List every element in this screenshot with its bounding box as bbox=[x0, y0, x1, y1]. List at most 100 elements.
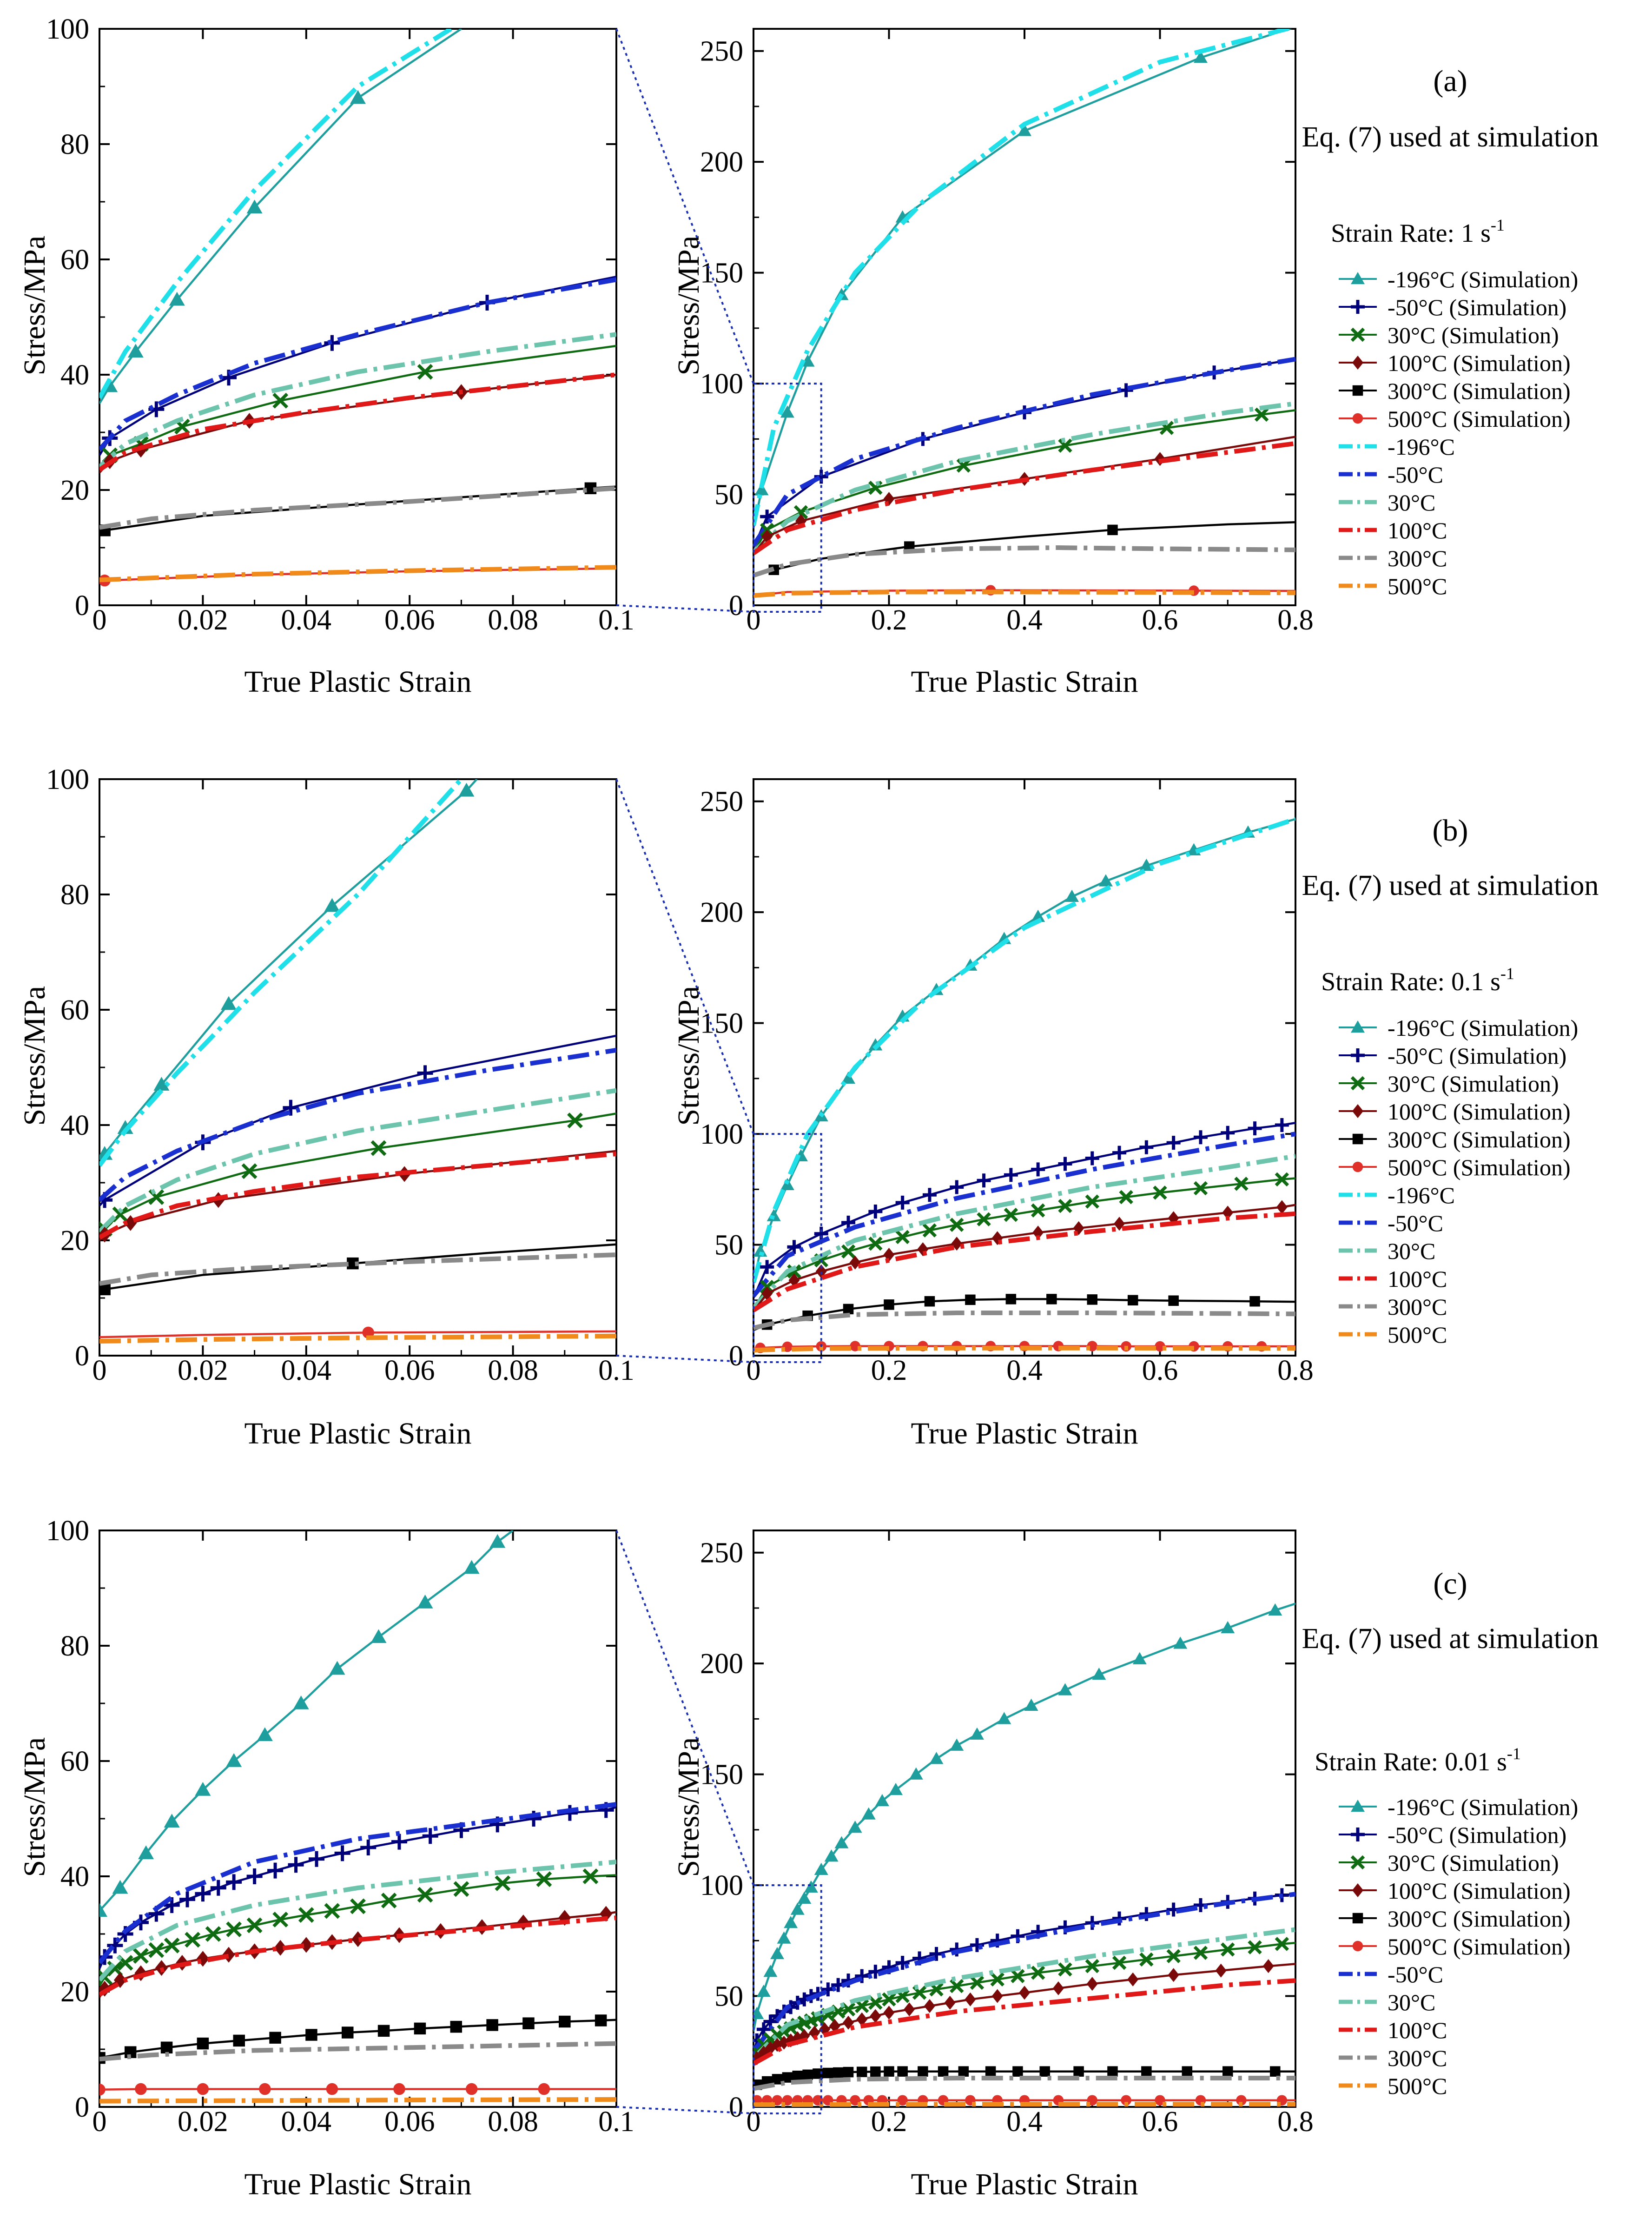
y-tick-label: 50 bbox=[714, 1230, 743, 1261]
triangle-marker bbox=[997, 1712, 1011, 1724]
diamond-marker bbox=[944, 1995, 956, 2010]
square-marker bbox=[813, 2068, 823, 2079]
legend-item: 100°C (Simulation) bbox=[1339, 350, 1571, 376]
x-tick-label: 0.06 bbox=[384, 1355, 435, 1386]
diamond-marker bbox=[761, 1286, 773, 1301]
series-line bbox=[99, 565, 616, 583]
triangle-marker bbox=[1351, 1020, 1365, 1033]
plus-marker bbox=[283, 1099, 299, 1116]
square-marker bbox=[99, 1283, 111, 1296]
x-marker bbox=[1058, 1199, 1072, 1213]
legend-item: -50°C bbox=[1339, 1210, 1443, 1236]
x-marker bbox=[1058, 1962, 1072, 1977]
legend-item: 30°C bbox=[1339, 490, 1435, 516]
legend-item: 500°C bbox=[1339, 2073, 1447, 2099]
legend-label: -196°C (Simulation) bbox=[1388, 1794, 1578, 1820]
x-marker bbox=[841, 1244, 856, 1259]
circle-marker bbox=[259, 2083, 271, 2095]
y-tick-label: 100 bbox=[46, 13, 89, 45]
circle-marker bbox=[197, 2083, 209, 2095]
y-tick-label: 100 bbox=[700, 1119, 743, 1150]
diamond-marker bbox=[134, 1965, 147, 1981]
series-line bbox=[753, 589, 1295, 598]
y-tick-label: 40 bbox=[60, 1110, 89, 1141]
diamond-marker bbox=[1168, 1968, 1179, 1982]
diamond-marker bbox=[1276, 1200, 1288, 1214]
y-tick-label: 0 bbox=[75, 1340, 89, 1372]
y-tick-label: 20 bbox=[60, 1976, 89, 2008]
square-marker bbox=[884, 2066, 894, 2077]
x-marker bbox=[970, 1975, 985, 1990]
triangle-marker bbox=[463, 1560, 480, 1574]
diamond-marker bbox=[1019, 1986, 1030, 2000]
legend-label: 30°C bbox=[1388, 1238, 1435, 1264]
x-marker bbox=[148, 1942, 165, 1958]
x-marker bbox=[1119, 1190, 1133, 1205]
triangle-marker bbox=[153, 1077, 170, 1091]
strain-rate-unit: s bbox=[1490, 967, 1500, 996]
y-tick-label: 250 bbox=[700, 786, 743, 818]
triangle-marker bbox=[1031, 909, 1045, 922]
plot-zoom: 0 0.02 0.04 0.06 0.08 0.1 0 20 40 60 80 100 True Pla… bbox=[18, 764, 634, 1450]
square-marker bbox=[486, 2019, 498, 2031]
plus-marker bbox=[814, 1226, 828, 1241]
square-marker bbox=[1141, 2066, 1152, 2077]
x-tick-label: 0.2 bbox=[871, 2106, 907, 2138]
y-tick-label: 50 bbox=[714, 1981, 743, 2013]
triangle-marker bbox=[889, 1783, 903, 1795]
legend-label: 100°C bbox=[1388, 2017, 1447, 2043]
series-line bbox=[753, 1345, 1295, 1350]
triangle-marker bbox=[1221, 1621, 1235, 1634]
series-line bbox=[753, 1311, 1295, 1331]
x-tick-label: 0.8 bbox=[1277, 2106, 1314, 2138]
legend-label: 100°C (Simulation) bbox=[1388, 1878, 1571, 1904]
panel-b: 0 0.02 0.04 0.06 0.08 0.1 0 20 40 60 80 100 True Pla… bbox=[18, 764, 1599, 1450]
triangle-marker bbox=[257, 1727, 273, 1741]
triangle-marker bbox=[1173, 1636, 1188, 1649]
y-axis-title: Stress/MPa bbox=[18, 1737, 52, 1877]
triangle-marker bbox=[221, 996, 237, 1010]
y-tick-label: 0 bbox=[729, 590, 743, 622]
x-axis-title: True Plastic Strain bbox=[244, 2167, 472, 2201]
x-marker bbox=[417, 1887, 433, 1903]
plus-marker bbox=[895, 1956, 910, 1970]
plus-marker bbox=[1119, 383, 1133, 397]
x-marker bbox=[990, 1972, 1004, 1987]
circle-marker bbox=[99, 2084, 106, 2096]
series-line bbox=[99, 332, 616, 469]
square-marker bbox=[414, 2022, 426, 2035]
legend-item: 500°C (Simulation) bbox=[1339, 1934, 1571, 1960]
plus-marker bbox=[1166, 1136, 1181, 1150]
y-tick-label: 20 bbox=[60, 1225, 89, 1257]
y-tick-label: 60 bbox=[60, 244, 89, 276]
triangle-marker bbox=[950, 1738, 964, 1751]
diamond-marker bbox=[1127, 1972, 1139, 1987]
square-marker bbox=[843, 2066, 854, 2078]
plus-marker bbox=[179, 1891, 196, 1907]
diamond-marker bbox=[1262, 1959, 1274, 1973]
legend-item: 30°C bbox=[1339, 1238, 1435, 1264]
triangle-marker bbox=[841, 1071, 856, 1084]
square-marker bbox=[965, 1294, 976, 1305]
x-tick-label: 0.04 bbox=[281, 2106, 332, 2138]
legend-label: -50°C (Simulation) bbox=[1388, 294, 1566, 320]
x-tick-label: 0.08 bbox=[488, 1355, 538, 1386]
plus-marker bbox=[1031, 1162, 1045, 1177]
diamond-marker bbox=[1052, 1981, 1064, 1995]
plus-marker bbox=[195, 1886, 211, 1902]
x-axis-title: True Plastic Strain bbox=[911, 2167, 1138, 2201]
x-tick-label: 0.8 bbox=[1277, 1355, 1314, 1386]
legend-label: 500°C (Simulation) bbox=[1388, 1154, 1571, 1180]
series-line bbox=[753, 1978, 1295, 2066]
square-marker bbox=[233, 2034, 245, 2047]
x-marker bbox=[1350, 327, 1365, 342]
triangle-marker bbox=[293, 1695, 309, 1709]
legend-label: 30°C (Simulation) bbox=[1388, 322, 1559, 348]
x-tick-label: 0.02 bbox=[178, 604, 228, 636]
series-line bbox=[753, 2076, 1295, 2091]
strain-rate-title: Strain Rate: 0.1 s-1 bbox=[1321, 964, 1514, 996]
plus-marker bbox=[107, 1937, 123, 1953]
y-tick-label: 50 bbox=[714, 479, 743, 511]
x-marker bbox=[582, 1868, 599, 1884]
